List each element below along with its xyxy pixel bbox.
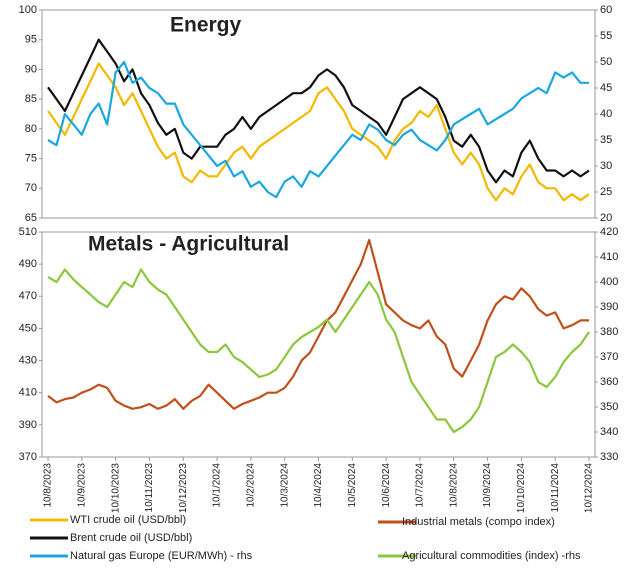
panel-title: Metals - Agricultural bbox=[88, 233, 289, 256]
x-tick-label: 10/10/2023 bbox=[110, 463, 121, 513]
y2-tick-label: 410 bbox=[600, 251, 618, 263]
x-tick-label: 10/1/2024 bbox=[212, 463, 223, 508]
x-tick-label: 10/4/2024 bbox=[313, 463, 324, 508]
x-tick-label: 10/11/2023 bbox=[144, 463, 155, 513]
series-line bbox=[47, 38, 590, 184]
y2-tick-label: 35 bbox=[600, 134, 612, 146]
y-tick-label: 85 bbox=[25, 93, 37, 105]
x-tick-label: 10/3/2024 bbox=[279, 463, 290, 508]
y2-tick-label: 25 bbox=[600, 186, 612, 198]
y2-tick-label: 360 bbox=[600, 376, 618, 388]
y2-tick-label: 20 bbox=[600, 212, 612, 224]
x-tick-label: 10/5/2024 bbox=[347, 463, 358, 508]
y-tick-label: 470 bbox=[19, 290, 37, 302]
x-tick-label: 10/8/2023 bbox=[43, 463, 54, 508]
legend-label: Agricultural commodities (index) -rhs bbox=[402, 550, 581, 562]
x-tick-label: 10/12/2024 bbox=[584, 463, 595, 513]
y2-tick-label: 340 bbox=[600, 426, 618, 438]
x-tick-label: 10/9/2024 bbox=[482, 463, 493, 508]
y2-tick-label: 400 bbox=[600, 276, 618, 288]
y2-tick-label: 350 bbox=[600, 401, 618, 413]
x-tick-label: 10/7/2024 bbox=[415, 463, 426, 508]
y-tick-label: 370 bbox=[19, 451, 37, 463]
y2-tick-label: 390 bbox=[600, 301, 618, 313]
y-tick-label: 430 bbox=[19, 354, 37, 366]
y-tick-label: 410 bbox=[19, 387, 37, 399]
x-tick-label: 10/2/2024 bbox=[246, 463, 257, 508]
y2-tick-label: 420 bbox=[600, 226, 618, 238]
x-tick-label: 10/8/2024 bbox=[448, 463, 459, 508]
x-tick-label: 10/9/2023 bbox=[76, 463, 87, 508]
legend-label: WTI crude oil (USD/bbl) bbox=[70, 514, 186, 526]
y2-tick-label: 40 bbox=[600, 108, 612, 120]
y-tick-label: 95 bbox=[25, 34, 37, 46]
series-line bbox=[47, 238, 589, 410]
y2-tick-label: 45 bbox=[600, 82, 612, 94]
top-frame bbox=[41, 9, 596, 219]
y-tick-label: 70 bbox=[25, 182, 37, 194]
y-tick-label: 65 bbox=[25, 212, 37, 224]
legend-label: Industrial metals (compo index) bbox=[402, 516, 555, 528]
y2-tick-label: 30 bbox=[600, 160, 612, 172]
y2-tick-label: 370 bbox=[600, 351, 618, 363]
y-tick-label: 75 bbox=[25, 152, 37, 164]
x-tick-label: 10/6/2024 bbox=[381, 463, 392, 508]
series-line bbox=[47, 268, 590, 434]
x-tick-label: 10/11/2024 bbox=[550, 463, 561, 513]
x-tick-label: 10/10/2024 bbox=[516, 463, 527, 513]
y-tick-label: 490 bbox=[19, 258, 37, 270]
x-tick-label: 10/12/2023 bbox=[178, 463, 189, 513]
y-tick-label: 510 bbox=[19, 226, 37, 238]
legend-label: Natural gas Europe (EUR/MWh) - rhs bbox=[70, 550, 253, 562]
panel-title: Energy bbox=[170, 14, 242, 37]
y-tick-label: 450 bbox=[19, 322, 37, 334]
y2-tick-label: 60 bbox=[600, 4, 612, 16]
y2-tick-label: 330 bbox=[600, 451, 618, 463]
series-line bbox=[47, 62, 590, 202]
y2-tick-label: 55 bbox=[600, 30, 612, 42]
y-tick-label: 90 bbox=[25, 63, 37, 75]
series-line bbox=[47, 60, 589, 199]
y-tick-label: 100 bbox=[19, 4, 37, 16]
y-tick-label: 80 bbox=[25, 123, 37, 135]
legend-label: Brent crude oil (USD/bbl) bbox=[70, 532, 192, 544]
y2-tick-label: 50 bbox=[600, 56, 612, 68]
y2-tick-label: 380 bbox=[600, 326, 618, 338]
y-tick-label: 390 bbox=[19, 419, 37, 431]
